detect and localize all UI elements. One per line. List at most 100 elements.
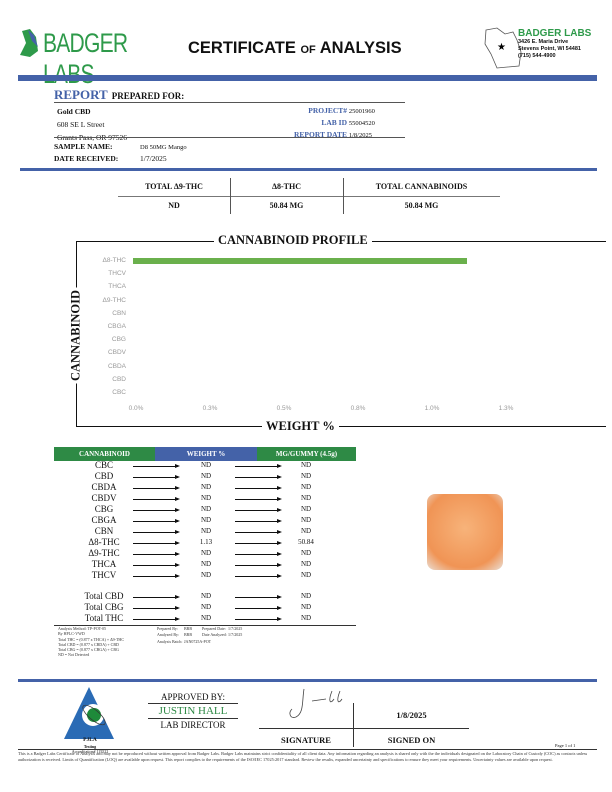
summary-value-d8: 50.84 MG bbox=[269, 201, 304, 210]
arrow-icon bbox=[133, 551, 180, 556]
arrow-icon bbox=[235, 474, 282, 479]
arrow-icon bbox=[133, 573, 180, 578]
mg-value: ND bbox=[300, 515, 312, 524]
arrow-icon bbox=[133, 540, 180, 545]
arrow-icon bbox=[235, 562, 282, 567]
cannabinoid-name: CBC bbox=[94, 460, 113, 470]
results-row: CBGA ND ND bbox=[54, 515, 356, 526]
chart-y-label: CANNABINOID bbox=[68, 287, 84, 384]
mg-value: 50.84 bbox=[298, 537, 314, 546]
arrow-icon bbox=[235, 464, 282, 468]
results-row: CBN ND ND bbox=[54, 526, 356, 537]
arrow-icon bbox=[235, 595, 282, 599]
arrow-icon bbox=[235, 529, 282, 534]
page-title: CERTIFICATE of ANALYSIS bbox=[188, 39, 402, 57]
header-divider bbox=[18, 75, 597, 81]
cannabinoid-name: CBDV bbox=[91, 492, 117, 503]
report-heading: REPORT PREPARED FOR: bbox=[54, 87, 185, 102]
approver-name: JUSTIN HALL bbox=[148, 704, 238, 719]
mg-value: ND bbox=[300, 613, 312, 622]
weight-value: ND bbox=[200, 493, 212, 502]
badger-logo: BADGER LABS bbox=[18, 27, 158, 89]
page-number: Page 1 of 1 bbox=[555, 743, 576, 748]
weight-value: ND bbox=[200, 504, 212, 513]
cannabinoid-name: THCV bbox=[91, 569, 117, 580]
cannabinoid-name: Total CBG bbox=[84, 601, 124, 612]
cannabinoid-name: Δ9-THC bbox=[88, 547, 120, 558]
results-row: Total CBG ND ND bbox=[54, 602, 356, 613]
section-divider bbox=[20, 168, 597, 171]
report-ids: PROJECT# 25001960 LAB ID 55004520 REPORT… bbox=[293, 106, 375, 139]
weight-value: ND bbox=[200, 526, 212, 535]
cannabinoid-name: CBG bbox=[94, 503, 114, 514]
weight-value: ND bbox=[200, 592, 212, 600]
arrow-icon bbox=[133, 464, 180, 468]
arrow-icon bbox=[235, 551, 282, 556]
col-header-mg-gummy: MG/GUMMY (4.5g) bbox=[257, 447, 356, 461]
weight-value: ND bbox=[200, 482, 212, 491]
cannabinoid-name: Total THC bbox=[84, 612, 124, 623]
arrow-icon bbox=[133, 518, 180, 523]
divider bbox=[353, 703, 354, 747]
results-row: Total THC ND ND bbox=[54, 613, 356, 624]
cannabinoid-name: CBN bbox=[94, 525, 114, 536]
summary-table: TOTAL Δ9-THC Δ8-THC TOTAL CANNABINOIDS N… bbox=[118, 178, 500, 214]
signature-label: SIGNATURE bbox=[281, 735, 331, 745]
chart-title: CANNABINOID PROFILE bbox=[214, 233, 372, 248]
signed-date: 1/8/2025 bbox=[396, 710, 427, 720]
svg-text:★: ★ bbox=[497, 42, 506, 53]
cannabinoid-name: CBDA bbox=[91, 481, 117, 492]
results-table-header: CANNABINOID WEIGHT % MG/GUMMY (4.5g) bbox=[54, 447, 356, 461]
weight-value: ND bbox=[200, 515, 212, 524]
method-notes: Analysis Method: TP-POT-05 By HPLC-VWD Tot… bbox=[58, 626, 124, 658]
arrow-icon bbox=[133, 595, 180, 599]
arrow-icon bbox=[133, 529, 180, 534]
weight-value: ND bbox=[200, 570, 212, 579]
mg-value: ND bbox=[300, 493, 312, 502]
arrow-icon bbox=[235, 485, 282, 490]
footer-divider bbox=[18, 679, 597, 682]
arrow-icon bbox=[235, 496, 282, 501]
arrow-icon bbox=[133, 474, 180, 479]
arrow-icon bbox=[133, 485, 180, 490]
arrow-icon bbox=[133, 616, 180, 621]
cannabinoid-name: THCA bbox=[91, 558, 117, 569]
results-row: THCV ND ND bbox=[54, 570, 356, 581]
arrow-icon bbox=[235, 540, 282, 545]
mg-value: ND bbox=[300, 570, 312, 579]
cannabinoid-name: Total CBD bbox=[84, 591, 124, 601]
results-row: Total CBD ND ND bbox=[54, 591, 356, 602]
results-row: CBC ND ND bbox=[54, 460, 356, 471]
arrow-icon bbox=[133, 605, 180, 610]
summary-value-total-cannabinoids: 50.84 MG bbox=[404, 201, 439, 210]
wisconsin-map-icon: ★ bbox=[484, 27, 522, 69]
signature-image bbox=[289, 688, 343, 718]
arrow-icon bbox=[235, 573, 282, 578]
signed-on-label: SIGNED ON bbox=[387, 735, 436, 745]
divider bbox=[54, 102, 405, 103]
sample-info: SAMPLE NAME: D8 50MG Mango DATE RECEIVED:… bbox=[54, 142, 187, 163]
summary-header-total-cannabinoids: TOTAL CANNABINOIDS bbox=[375, 182, 468, 191]
col-header-weight: WEIGHT % bbox=[155, 447, 257, 461]
col-header-cannabinoid: CANNABINOID bbox=[54, 447, 155, 461]
arrow-icon bbox=[235, 518, 282, 523]
summary-header-total-d9: TOTAL Δ9-THC bbox=[145, 182, 203, 191]
gummy-image bbox=[427, 494, 503, 570]
arrow-icon bbox=[235, 616, 282, 621]
chart-x-label: WEIGHT % bbox=[262, 419, 339, 434]
weight-value: 1.13 bbox=[199, 537, 213, 546]
client-info: Gold CBD 608 SE L Street Grants Pass, OR… bbox=[57, 107, 127, 142]
results-row: THCA ND ND bbox=[54, 559, 356, 570]
mg-value: ND bbox=[300, 504, 312, 513]
mg-value: ND bbox=[300, 559, 312, 568]
arrow-icon bbox=[133, 507, 180, 512]
weight-value: ND bbox=[200, 548, 212, 557]
disclaimer: This is a Badger Labs Certificate of Ana… bbox=[18, 751, 588, 762]
divider bbox=[54, 625, 356, 626]
mg-value: ND bbox=[300, 548, 312, 557]
arrow-icon bbox=[133, 562, 180, 567]
cannabinoid-name: CBGA bbox=[91, 514, 117, 525]
arrow-icon bbox=[235, 605, 282, 610]
arrow-icon bbox=[133, 496, 180, 501]
lab-info: BADGER LABS 3426 E. Maria Drive Stevens … bbox=[518, 28, 592, 59]
